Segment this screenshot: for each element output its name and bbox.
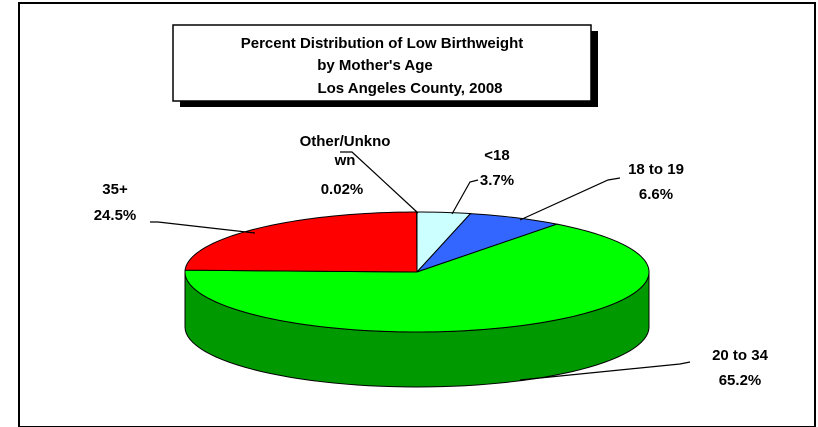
title-line: Percent Distribution of Low Birthweight	[241, 35, 524, 52]
title-line: Los Angeles County, 2008	[317, 80, 502, 97]
leader-line	[150, 221, 256, 234]
value-label: 24.5%	[94, 207, 137, 224]
leaders	[150, 151, 691, 381]
value-label: 6.6%	[639, 186, 673, 203]
leader-line	[451, 179, 479, 215]
leader-line	[340, 151, 419, 214]
leader-line	[519, 361, 691, 381]
slice-label: 20 to 34	[712, 347, 769, 364]
slice-label: 35+	[102, 181, 128, 198]
slice	[184, 211, 418, 273]
value-label: 65.2%	[719, 372, 762, 389]
slice-label: 18 to 19	[628, 161, 684, 178]
title-line: by Mother's Age	[317, 57, 433, 74]
pie	[184, 211, 650, 388]
value-label: 3.7%	[480, 172, 514, 189]
title-box	[172, 24, 592, 102]
value-label: 0.02%	[321, 181, 364, 198]
leader-line	[519, 177, 621, 221]
slice	[416, 213, 559, 273]
slice-label: <18	[484, 147, 509, 164]
slice-label: Other/Unknown	[299, 133, 391, 169]
slice	[184, 223, 650, 333]
